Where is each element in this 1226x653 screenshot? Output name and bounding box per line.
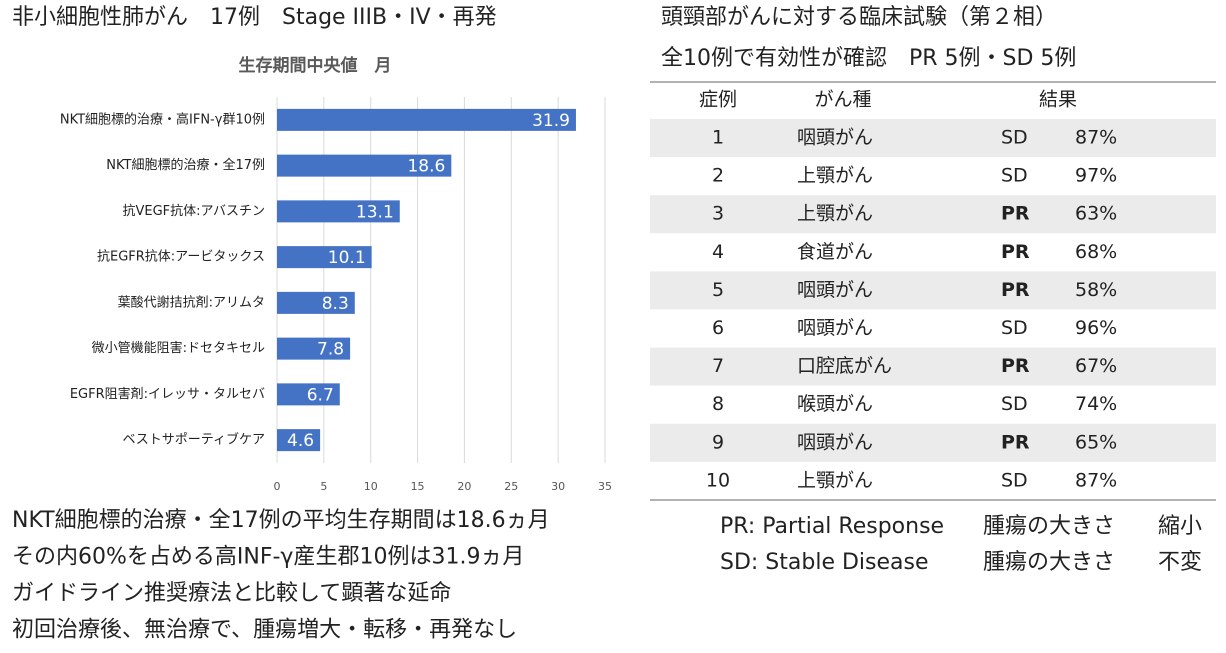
- percent-cell: 65%: [1075, 431, 1117, 453]
- cancer-cell: 食道がん: [797, 241, 873, 263]
- x-tick-label: 30: [551, 480, 565, 493]
- percent-cell: 97%: [1075, 165, 1117, 187]
- result-cell: PR: [1001, 279, 1030, 301]
- legend-term: PR: Partial Response: [720, 514, 944, 539]
- category-label: 抗VEGF抗体:アバスチン: [122, 204, 265, 219]
- cancer-cell: 咽頭がん: [797, 431, 873, 453]
- row-shade: [650, 271, 1216, 310]
- case-cell: 1: [712, 127, 724, 149]
- cancer-cell: 口腔底がん: [797, 355, 892, 377]
- summary-line: ガイドライン推奨療法と比較して顕著な延命: [12, 581, 451, 606]
- percent-cell: 67%: [1075, 355, 1117, 377]
- x-tick-label: 20: [457, 480, 471, 493]
- percent-cell: 87%: [1075, 127, 1117, 149]
- row-shade: [650, 195, 1216, 234]
- cancer-cell: 上顎がん: [797, 469, 873, 491]
- value-label: 31.9: [532, 111, 570, 131]
- column-header: 症例: [699, 89, 737, 111]
- value-label: 18.6: [407, 157, 445, 177]
- summary-line: NKT細胞標的治療・全17例の平均生存期間は18.6ヵ月: [12, 508, 550, 533]
- result-cell: SD: [1001, 317, 1028, 339]
- bar: [277, 154, 452, 177]
- percent-cell: 74%: [1075, 393, 1117, 415]
- case-cell: 6: [712, 317, 724, 339]
- x-tick-label: 5: [320, 480, 327, 493]
- result-cell: SD: [1001, 469, 1028, 491]
- result-cell: PR: [1001, 431, 1030, 453]
- case-cell: 8: [712, 393, 724, 415]
- percent-cell: 96%: [1075, 317, 1117, 339]
- right-heading: 全10例で有効性が確認 PR 5例・SD 5例: [661, 46, 1076, 71]
- percent-cell: 68%: [1075, 241, 1117, 263]
- case-cell: 7: [712, 355, 724, 377]
- cancer-cell: 咽頭がん: [797, 127, 873, 149]
- value-label: 4.6: [287, 431, 314, 451]
- case-cell: 2: [712, 165, 724, 187]
- x-tick-label: 25: [504, 480, 518, 493]
- x-tick-label: 35: [598, 480, 612, 493]
- value-label: 13.1: [356, 202, 394, 222]
- legend-change: 縮小: [1158, 514, 1202, 539]
- percent-cell: 63%: [1075, 203, 1117, 225]
- cancer-cell: 上顎がん: [797, 203, 873, 225]
- value-label: 6.7: [307, 385, 334, 405]
- result-cell: PR: [1001, 203, 1030, 225]
- category-label: 抗EGFR抗体:アービタックス: [97, 250, 265, 265]
- cancer-cell: 上顎がん: [797, 165, 873, 187]
- legend-measure: 腫瘍の大きさ: [983, 550, 1115, 575]
- category-label: NKT細胞標的治療・高IFN-γ群10例: [60, 111, 265, 127]
- result-cell: SD: [1001, 165, 1028, 187]
- summary-line: その内60%を占める高INF-γ産生郡10例は31.9ヵ月: [12, 545, 524, 570]
- cancer-cell: 咽頭がん: [797, 279, 873, 301]
- result-cell: PR: [1001, 355, 1030, 377]
- category-label: 葉酸代謝拮抗剤:アリムタ: [118, 294, 265, 310]
- row-shade: [650, 347, 1216, 386]
- row-shade: [650, 119, 1216, 157]
- value-label: 10.1: [328, 248, 366, 268]
- right-heading: 頭頸部がんに対する臨床試験（第２相）: [661, 5, 1057, 30]
- value-label: 8.3: [322, 294, 349, 314]
- result-cell: PR: [1001, 241, 1030, 263]
- bar: [277, 337, 351, 360]
- legend-term: SD: Stable Disease: [720, 550, 929, 575]
- case-cell: 10: [706, 469, 730, 491]
- bar: [277, 108, 576, 131]
- category-label: 微小管機能阻害:ドセタキセル: [92, 340, 265, 356]
- percent-cell: 87%: [1075, 469, 1117, 491]
- chart-title: 生存期間中央値 月: [239, 55, 392, 76]
- column-header: 結果: [1039, 89, 1077, 111]
- result-cell: SD: [1001, 127, 1028, 149]
- left-heading: 非小細胞性肺がん 17例 Stage IIIB・IV・再発: [12, 5, 497, 30]
- value-label: 7.8: [317, 340, 344, 360]
- column-header: がん種: [814, 89, 871, 111]
- case-cell: 3: [712, 203, 724, 225]
- x-tick-label: 15: [411, 480, 425, 493]
- category-label: ベストサポーティブケア: [123, 432, 265, 448]
- case-cell: 4: [712, 241, 724, 263]
- case-cell: 5: [712, 279, 724, 301]
- x-tick-label: 0: [274, 480, 281, 493]
- bar: [277, 429, 321, 452]
- category-label: EGFR阻害剤:イレッサ・タルセバ: [70, 386, 265, 402]
- category-label: NKT細胞標的治療・全17例: [106, 157, 265, 173]
- x-tick-label: 10: [364, 480, 378, 493]
- bar: [277, 383, 340, 406]
- legend-measure: 腫瘍の大きさ: [983, 514, 1115, 539]
- percent-cell: 58%: [1075, 279, 1117, 301]
- cancer-cell: 咽頭がん: [797, 317, 873, 339]
- cancer-cell: 喉頭がん: [797, 393, 873, 415]
- case-cell: 9: [712, 431, 724, 453]
- summary-line: 初回治療後、無治療で、腫瘍増大・転移・再発なし: [12, 618, 517, 643]
- row-shade: [650, 423, 1216, 462]
- bar: [277, 200, 400, 223]
- bar: [277, 246, 372, 269]
- bar: [277, 291, 355, 314]
- result-cell: SD: [1001, 393, 1028, 415]
- legend-change: 不変: [1158, 550, 1202, 575]
